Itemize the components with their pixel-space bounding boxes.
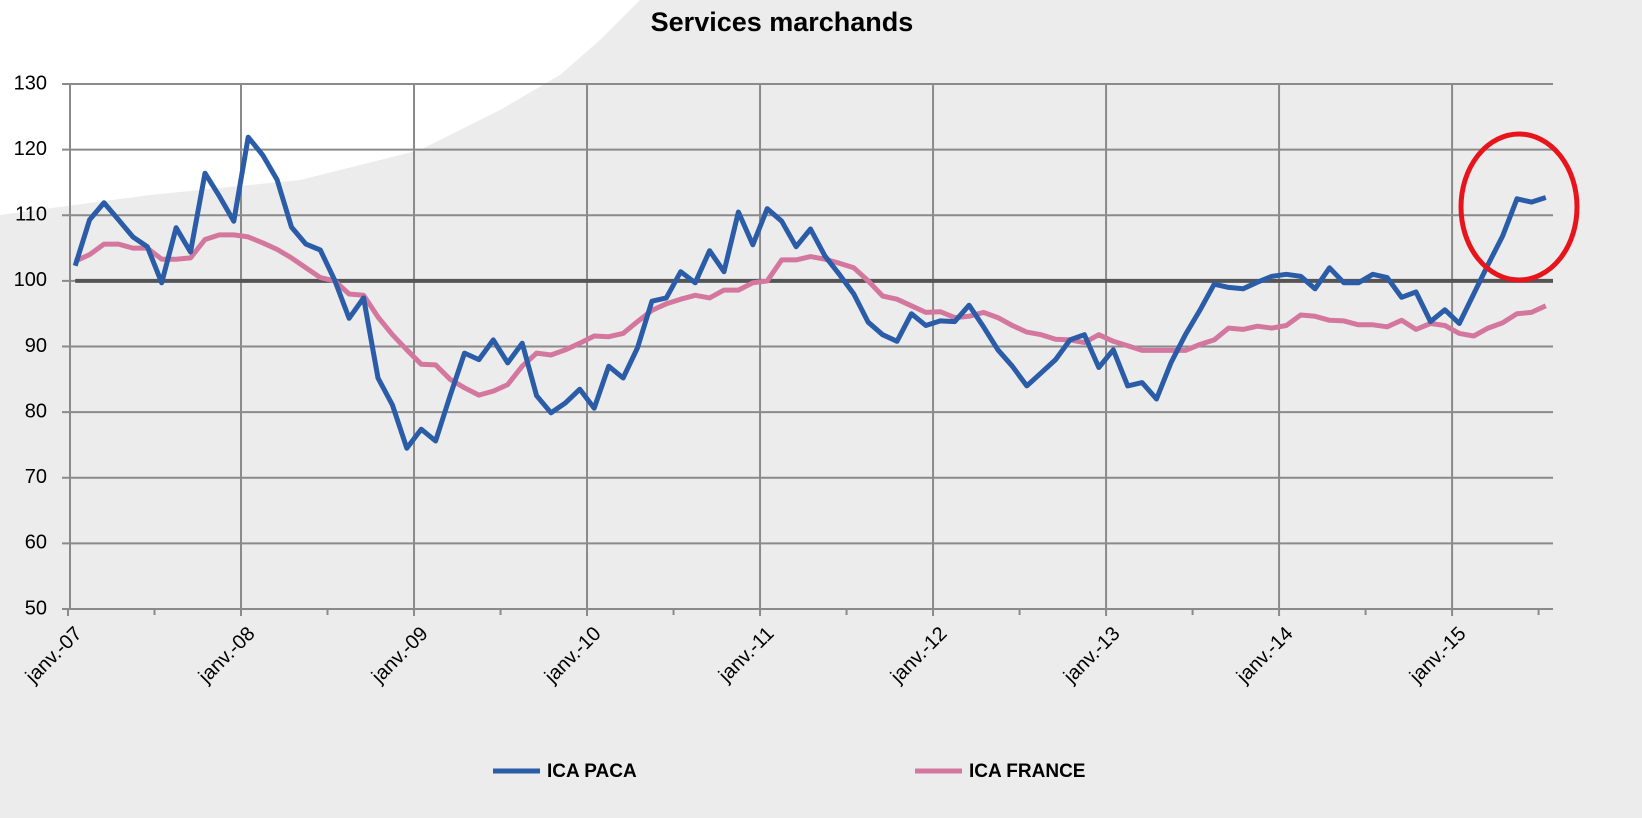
y-tick-label: 130 — [14, 72, 47, 94]
y-tick-label: 120 — [14, 138, 47, 160]
highlight-circle — [1458, 131, 1580, 283]
legend-label: ICA PACA — [547, 761, 637, 782]
x-tick-label: janv.-07 — [21, 623, 87, 689]
x-tick-label: janv.-10 — [540, 623, 606, 689]
series-line — [74, 232, 1547, 398]
series-line — [72, 134, 1547, 451]
x-tick-label: janv.-15 — [1405, 623, 1471, 689]
x-tick-label: janv.-11 — [714, 623, 778, 687]
x-tick-label: janv.-14 — [1232, 623, 1298, 689]
x-tick-label: janv.-08 — [194, 623, 260, 689]
x-tick-label: janv.-12 — [886, 623, 952, 689]
background-highlight — [0, 0, 640, 215]
x-tick-label: janv.-13 — [1059, 623, 1125, 689]
y-tick-label: 50 — [25, 597, 47, 619]
legend-label: ICA FRANCE — [969, 761, 1085, 782]
y-tick-label: 90 — [25, 335, 47, 357]
y-tick-label: 110 — [15, 204, 47, 226]
y-tick-label: 60 — [25, 532, 47, 554]
y-tick-label: 80 — [25, 400, 47, 422]
x-tick-label: janv.-09 — [367, 623, 433, 689]
chart-title: Services marchands — [651, 7, 914, 37]
y-tick-label: 100 — [14, 269, 47, 291]
y-tick-label: 70 — [25, 466, 47, 488]
